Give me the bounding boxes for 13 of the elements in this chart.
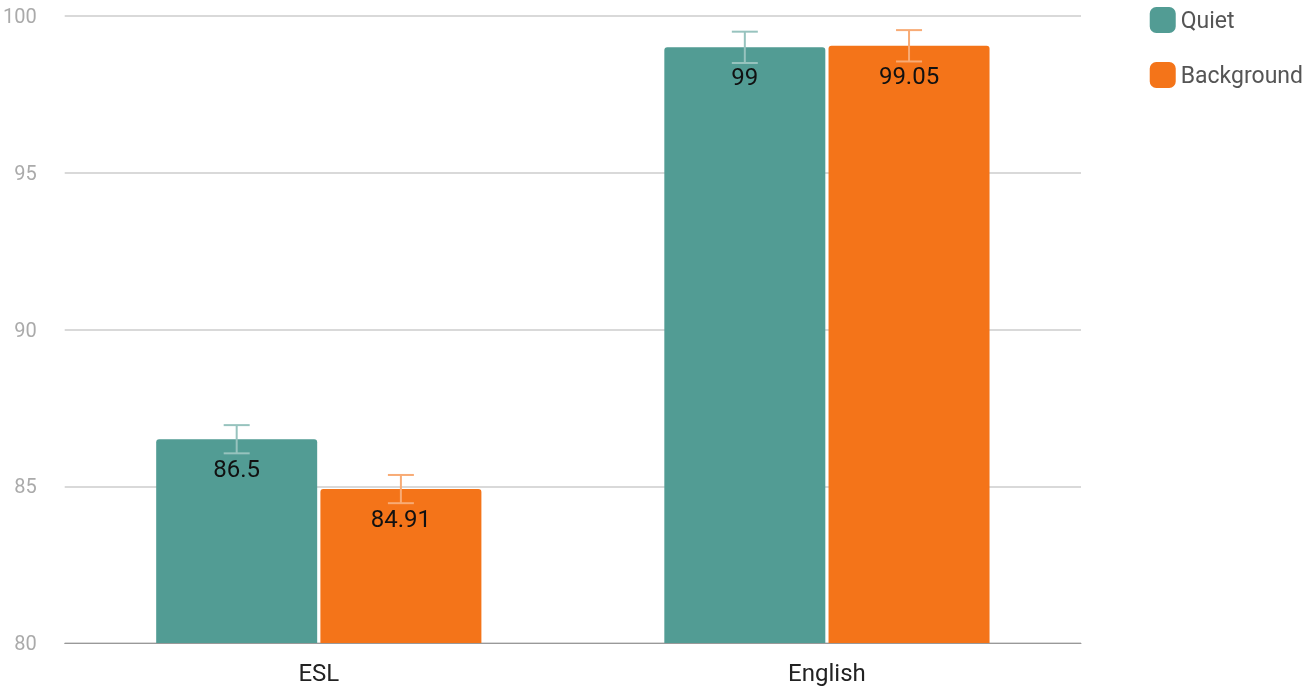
data-label: 99.05 [878, 61, 940, 90]
data-label: 86.5 [213, 455, 261, 484]
x-tick-label: ESL [298, 659, 340, 687]
y-tick-label: 95 [14, 160, 37, 185]
x-tick-label: English [788, 659, 866, 687]
data-label: 99 [731, 63, 759, 92]
legend-label: Quiet [1180, 6, 1235, 34]
data-label: 84.91 [370, 505, 432, 534]
y-tick-label: 80 [14, 631, 37, 655]
legend-label: Background [1180, 61, 1304, 89]
y-tick-label: 100 [2, 4, 37, 28]
y-tick-label: 90 [14, 317, 37, 342]
y-tick-label: 85 [14, 474, 37, 499]
